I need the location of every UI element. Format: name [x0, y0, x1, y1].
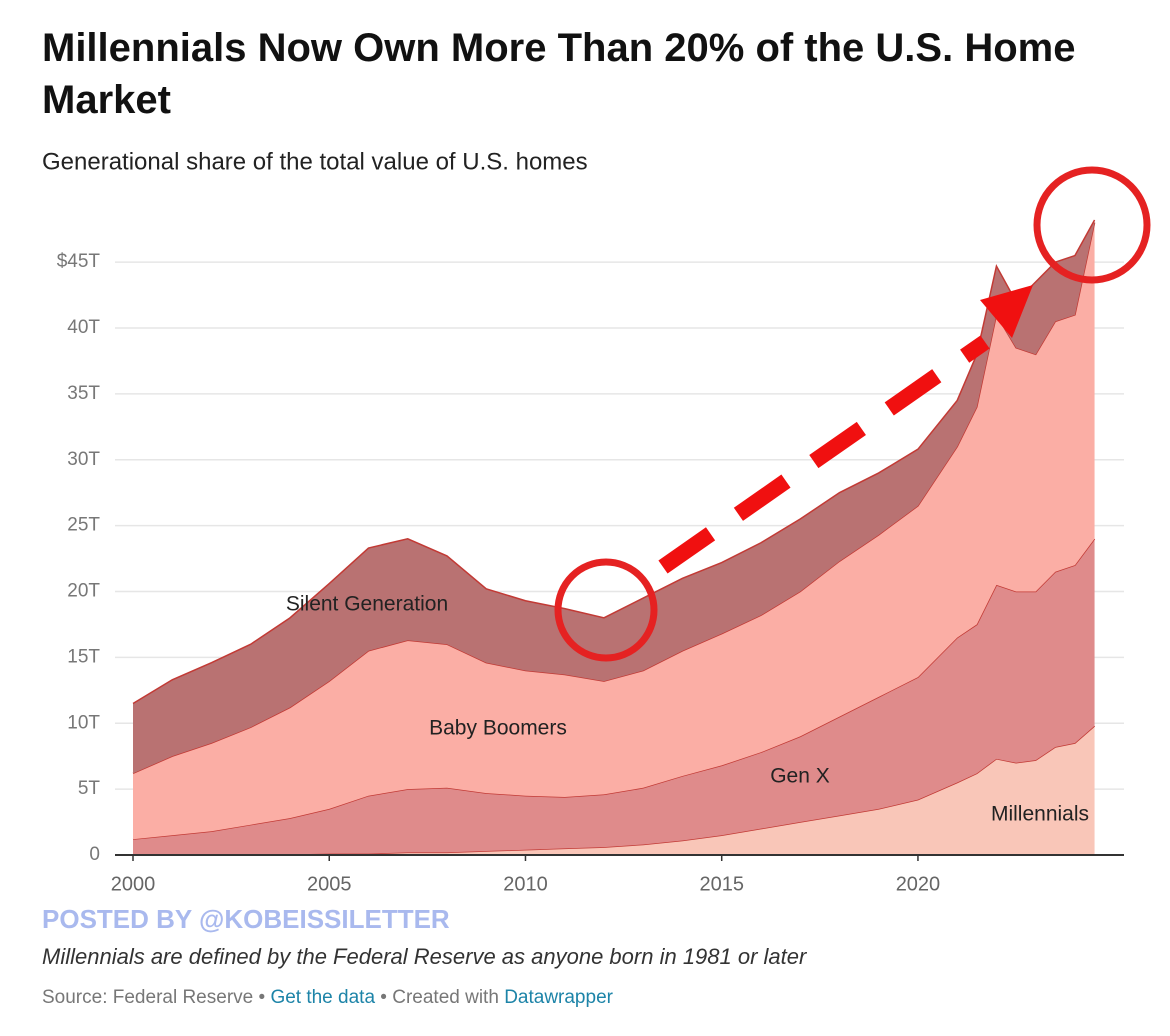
series-label: Silent Generation [286, 593, 448, 616]
y-tick-label: 35T [67, 383, 100, 404]
y-tick-label: $45T [57, 251, 101, 272]
y-tick-label: 5T [78, 778, 101, 799]
y-tick-label: 15T [67, 646, 100, 667]
area [133, 219, 1095, 774]
area [133, 538, 1095, 855]
series-label: Millennials [991, 803, 1089, 826]
footer: Source: Federal Reserve • Get the data •… [42, 987, 614, 1008]
separator: • [259, 987, 266, 1008]
y-tick-label: 0 [89, 844, 100, 865]
data-link[interactable]: Get the data [270, 987, 375, 1008]
area [133, 222, 1095, 840]
y-tick-label: 20T [67, 581, 100, 602]
x-tick-label: 2010 [503, 873, 548, 895]
y-tick-label: 30T [67, 449, 100, 470]
plot: 0 5T 10T 15T 20T 25T 30T 35T 40T $45T Millennials G… [57, 219, 1124, 895]
source: Source: Federal Reserve [42, 987, 253, 1008]
annotations [554, 166, 1151, 662]
area [133, 725, 1095, 855]
note: Millennials are defined by the Federal R… [42, 944, 808, 969]
chart-title: Millennials Now Own More Than 20% of the… [42, 26, 1076, 122]
x-tick-label: 2015 [699, 873, 744, 895]
x-tick-label: 2000 [111, 873, 156, 895]
separator: • [380, 987, 387, 1008]
series-label: Baby Boomers [429, 717, 567, 740]
y-tick-label: 40T [67, 317, 100, 338]
area-edge [132, 219, 1096, 705]
subtitle: Generational share of the total value of… [42, 148, 588, 175]
datawrapper-link[interactable]: Datawrapper [504, 987, 613, 1008]
watermark: POSTED BY @KOBEISSILETTER [42, 904, 450, 934]
y-tick-label: 25T [67, 515, 100, 536]
x-tick-label: 2005 [307, 873, 352, 895]
arrow-head [980, 285, 1033, 338]
created-with: Created with [392, 987, 499, 1008]
highlight-circle [554, 558, 658, 662]
x-tick-label: 2020 [896, 873, 941, 895]
highlight-circle [1033, 166, 1151, 284]
y-tick-label: 10T [67, 712, 100, 733]
trend-arrow [658, 335, 990, 574]
series-label: Gen X [770, 765, 830, 788]
